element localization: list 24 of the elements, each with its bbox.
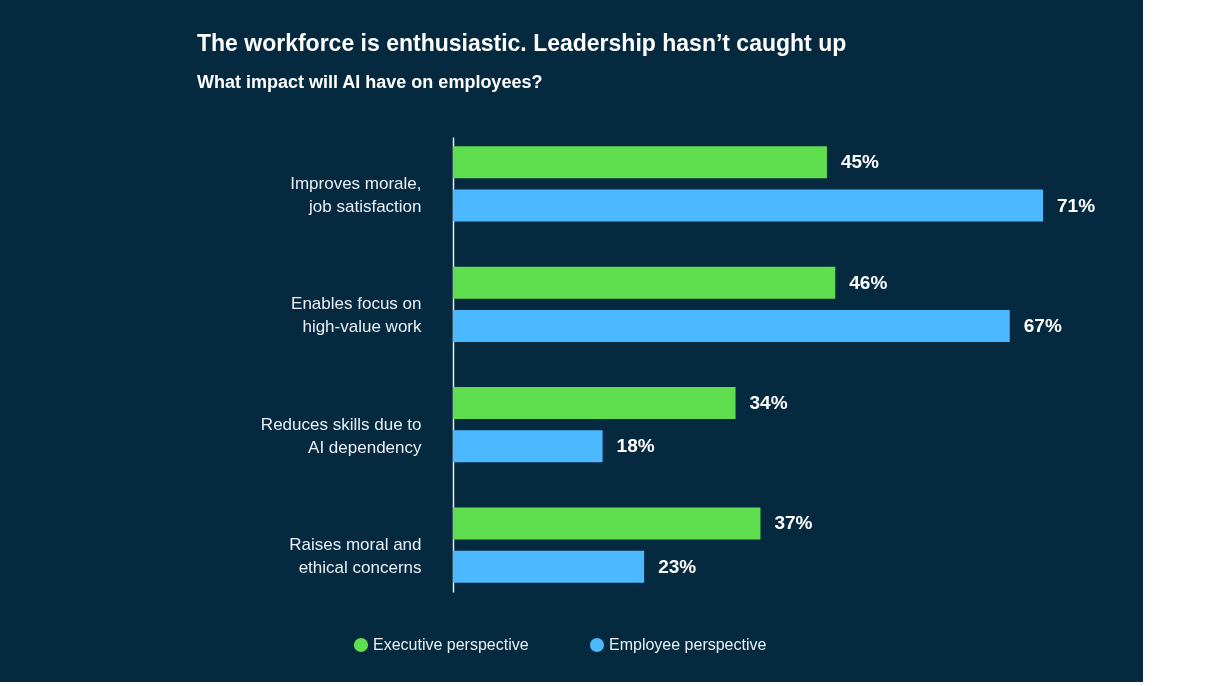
bar: [453, 309, 1010, 342]
bar: [453, 430, 603, 463]
bar: [453, 189, 1043, 222]
y-tick-label: Reduces skills due to AI dependency: [260, 414, 422, 457]
bar: [453, 266, 836, 299]
bar: [453, 387, 736, 420]
y-tick-label: Raises moral and ethical concerns: [289, 535, 422, 578]
bar: [453, 507, 761, 540]
chart-subtitle: What impact will AI have on employees?: [197, 72, 543, 92]
data-label: 67%: [1023, 314, 1062, 336]
data-label: 37%: [774, 512, 813, 534]
data-label: 18%: [616, 435, 655, 457]
data-label: 71%: [1057, 194, 1096, 216]
legend-label: Employee perspective: [609, 636, 767, 653]
y-tick-label: Improves morale, job satisfaction: [290, 173, 422, 216]
legend-label: Executive perspective: [373, 636, 529, 653]
chart-title: The workforce is enthusiastic. Leadership hasn’t caught up: [197, 30, 847, 56]
data-label: 23%: [658, 555, 697, 577]
data-label: 34%: [749, 392, 788, 414]
y-tick-label: Enables focus on high-value work: [291, 294, 422, 337]
data-label: 45%: [840, 151, 880, 173]
bar: [453, 550, 645, 583]
data-label: 46%: [849, 271, 888, 293]
bar: [453, 146, 827, 179]
